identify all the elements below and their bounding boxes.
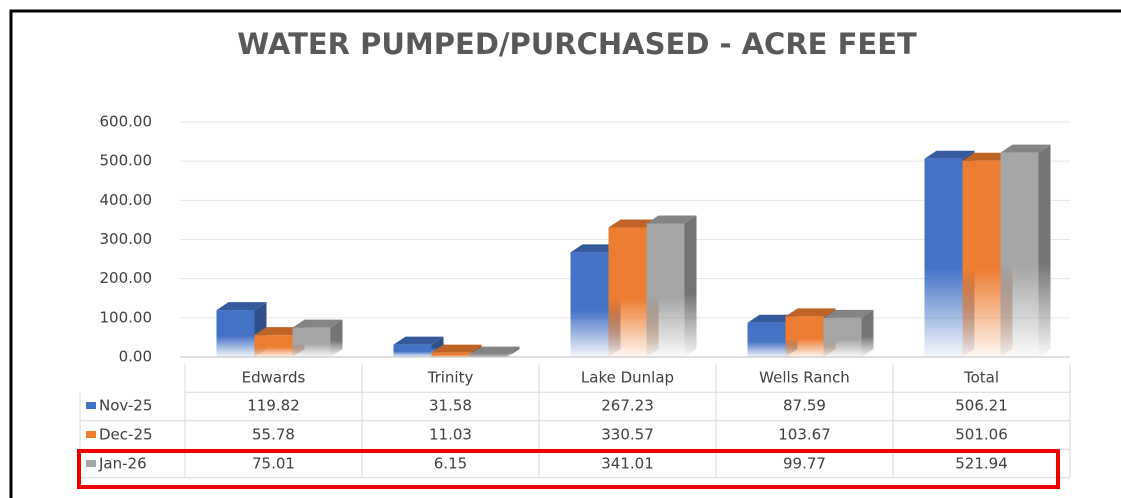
- y-tick-label: 200.00: [100, 269, 153, 287]
- table-value: 521.94: [955, 455, 1008, 473]
- legend-label: Dec-25: [99, 426, 153, 444]
- bar: [431, 352, 470, 357]
- table-value: 75.01: [252, 455, 295, 473]
- bar-top: [785, 308, 836, 317]
- table-value: 119.82: [247, 397, 300, 415]
- bar: [469, 354, 508, 357]
- bar: [785, 316, 824, 357]
- bar: [254, 335, 293, 357]
- bar: [747, 322, 786, 357]
- bar-side: [330, 319, 343, 357]
- legend-key: [86, 402, 96, 409]
- table-value: 330.57: [601, 426, 654, 444]
- category-label: Lake Dunlap: [581, 369, 674, 387]
- bar-top: [254, 327, 305, 336]
- table-value: 87.59: [783, 397, 826, 415]
- bar-top: [646, 215, 697, 224]
- bar-side: [507, 346, 520, 357]
- bar: [608, 227, 647, 357]
- bar: [393, 344, 432, 357]
- legend-key: [86, 460, 96, 467]
- bar-top: [823, 309, 874, 318]
- highlight-box: [77, 449, 1060, 489]
- category-label: Trinity: [427, 369, 474, 387]
- y-tick-label: 100.00: [100, 308, 153, 326]
- table-value: 506.21: [955, 397, 1008, 415]
- chart-title: WATER PUMPED/PURCHASED - ACRE FEET: [237, 27, 917, 61]
- bar-top: [216, 302, 267, 311]
- bar-side: [684, 215, 697, 357]
- bar: [216, 310, 255, 357]
- bar-top: [570, 244, 621, 253]
- category-label: Wells Ranch: [759, 369, 850, 387]
- table-value: 267.23: [601, 397, 654, 415]
- table-value: 31.58: [429, 397, 472, 415]
- table-value: 501.06: [955, 426, 1008, 444]
- bar: [924, 158, 963, 357]
- bar-top: [962, 152, 1013, 161]
- y-tick-label: 600.00: [100, 113, 153, 131]
- bar-top: [469, 346, 520, 355]
- table-value: 55.78: [252, 426, 295, 444]
- y-tick-label: 400.00: [100, 191, 153, 209]
- bar-top: [608, 219, 659, 228]
- bar-top: [393, 336, 444, 345]
- table-value: 99.77: [783, 455, 826, 473]
- table-value: 6.15: [434, 455, 467, 473]
- table-value: 103.67: [778, 426, 831, 444]
- bar: [292, 327, 331, 357]
- legend-label: Nov-25: [99, 397, 152, 415]
- bar: [570, 252, 609, 357]
- bar-top: [292, 319, 343, 328]
- bar-side: [1038, 144, 1051, 357]
- bar-top: [924, 150, 975, 159]
- bar: [646, 223, 685, 357]
- bar-top: [747, 314, 798, 323]
- bar: [1000, 152, 1039, 357]
- table-value: 341.01: [601, 455, 654, 473]
- y-tick-label: 0.00: [119, 348, 152, 366]
- category-label: Edwards: [242, 369, 306, 387]
- frame: [9, 9, 1121, 498]
- bar: [823, 317, 862, 357]
- category-label: Total: [963, 369, 999, 387]
- legend-key: [86, 431, 96, 438]
- bar-side: [861, 309, 874, 357]
- bar-top: [1000, 144, 1051, 153]
- y-tick-label: 300.00: [100, 230, 153, 248]
- y-tick-label: 500.00: [100, 152, 153, 170]
- table-value: 11.03: [429, 426, 472, 444]
- bar: [962, 160, 1001, 357]
- legend-label: Jan-26: [98, 455, 147, 473]
- bar-top: [431, 344, 482, 353]
